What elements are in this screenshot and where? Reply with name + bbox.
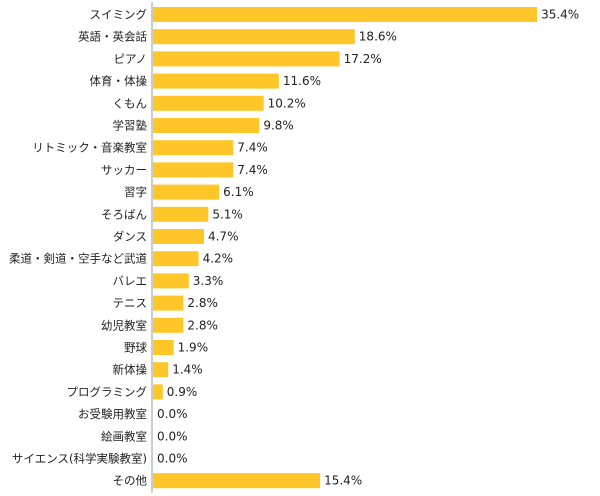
bar [153, 206, 209, 222]
value-label: 6.1% [223, 185, 254, 199]
bars-group: スイミング 35.4% 英語・英会話 18.6% ピアノ 17.2% 体育・体操 11.6% く… [9, 7, 579, 489]
bar [153, 29, 355, 45]
category-label: バレエ [113, 274, 148, 288]
category-label: 習字 [124, 185, 147, 199]
category-label: 絵画教室 [101, 429, 147, 443]
category-label: リトミック・音楽教室 [32, 141, 147, 155]
value-label: 17.2% [344, 52, 382, 66]
bar [153, 362, 169, 378]
value-label: 7.4% [237, 163, 267, 177]
bar [153, 73, 279, 89]
value-label: 0.9% [167, 385, 198, 399]
category-label: ピアノ [114, 52, 147, 66]
category-label: そろばん [101, 207, 147, 221]
value-label: 1.9% [178, 341, 209, 355]
category-label: 英語・英会話 [78, 30, 147, 44]
value-label: 1.4% [172, 363, 203, 377]
value-label: 18.6% [359, 30, 397, 44]
value-label: 2.8% [187, 318, 218, 332]
value-label: 5.1% [212, 207, 243, 221]
bar [153, 295, 184, 311]
category-label: プログラミング [67, 385, 148, 399]
value-label: 7.4% [237, 141, 267, 155]
category-label: 体育・体操 [90, 74, 148, 88]
category-label: 柔道・剣道・空手など武道 [9, 252, 147, 266]
category-label: その他 [113, 474, 148, 488]
bar [153, 184, 220, 200]
value-label: 35.4% [541, 8, 579, 22]
value-label: 0.0% [157, 452, 188, 466]
category-label: サッカー [101, 163, 147, 177]
category-label: お受験用教室 [78, 407, 147, 421]
category-label: 学習塾 [113, 119, 148, 133]
value-label: 3.3% [193, 274, 224, 288]
bar [153, 140, 234, 156]
bar [153, 95, 264, 111]
value-label: 0.0% [157, 407, 188, 421]
category-label: 幼児教室 [101, 318, 147, 332]
bar [153, 7, 538, 22]
value-label: 9.8% [263, 119, 294, 133]
bar [153, 340, 174, 355]
value-label: 4.7% [208, 230, 239, 244]
category-label: スイミング [90, 8, 148, 22]
bar [153, 162, 234, 178]
category-label: ダンス [113, 230, 147, 244]
category-label: 新体操 [113, 363, 148, 377]
value-label: 4.2% [203, 252, 234, 266]
bar [153, 473, 321, 489]
category-label: 野球 [124, 341, 147, 355]
bar [153, 251, 199, 267]
value-label: 15.4% [324, 474, 362, 488]
category-label: サイエンス(科学実験教室) [12, 452, 147, 466]
value-label: 11.6% [283, 74, 321, 88]
value-label: 2.8% [187, 296, 218, 310]
bar [153, 384, 163, 400]
bar [153, 317, 184, 333]
bar [153, 51, 340, 67]
bar [153, 229, 204, 244]
value-label: 0.0% [157, 429, 188, 443]
bar [153, 118, 260, 133]
category-label: くもん [113, 96, 148, 110]
value-label: 10.2% [268, 96, 306, 110]
bar [153, 273, 189, 289]
category-label: テニス [113, 296, 148, 310]
